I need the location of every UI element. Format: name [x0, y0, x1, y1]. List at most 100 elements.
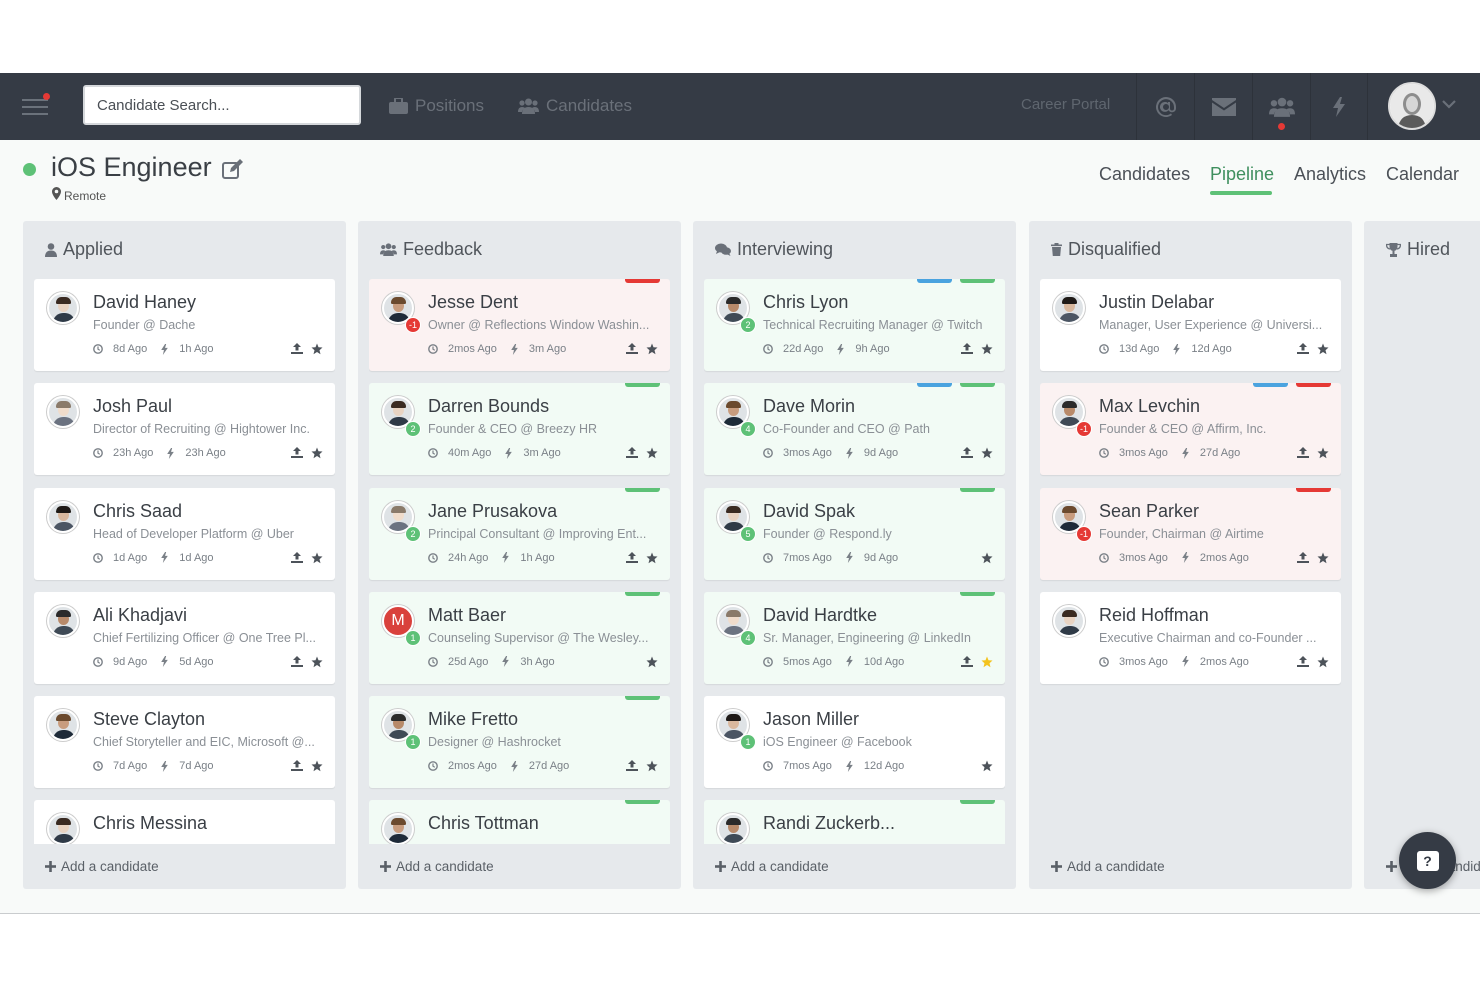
star-icon[interactable]	[1317, 656, 1329, 668]
candidate-card[interactable]: 4 Dave Morin Co-Founder and CEO @ Path 3mos…	[704, 383, 1005, 476]
candidate-name[interactable]: Chris Saad	[93, 500, 183, 521]
candidate-card[interactable]: -1 Jesse Dent Owner @ Reflections Window W…	[369, 279, 670, 371]
hamburger-menu-icon[interactable]	[22, 93, 50, 117]
star-icon[interactable]	[1317, 552, 1329, 564]
candidate-name[interactable]: Justin Delabar	[1099, 292, 1215, 312]
candidate-card[interactable]: Ali Khadjavi Chief Fertilizing Officer @ …	[34, 591, 335, 684]
star-icon[interactable]	[311, 760, 323, 772]
candidate-card[interactable]: Chris Messina	[34, 800, 335, 844]
candidate-name[interactable]: Jesse Dent	[428, 292, 519, 312]
star-icon[interactable]	[311, 552, 323, 564]
candidate-avatar[interactable]	[717, 813, 749, 844]
star-icon[interactable]	[981, 343, 993, 355]
candidate-name[interactable]: David Haney	[93, 292, 197, 312]
upload-icon[interactable]	[626, 551, 638, 564]
candidate-card[interactable]: 2 Chris Lyon Technical Recruiting Manager …	[704, 279, 1005, 371]
candidate-name[interactable]: Sean Parker	[1099, 500, 1200, 521]
star-icon[interactable]	[646, 447, 658, 459]
candidate-name[interactable]: Jane Prusakova	[428, 500, 558, 521]
candidate-avatar[interactable]	[382, 292, 414, 324]
mentions-button[interactable]	[1136, 73, 1194, 140]
activity-button[interactable]	[1310, 73, 1368, 140]
candidate-avatar[interactable]	[47, 604, 79, 637]
candidate-card[interactable]: 4 David Hardtke Sr. Manager, Engineering @…	[704, 591, 1005, 684]
candidate-card[interactable]: Chris Tottman	[369, 800, 670, 844]
upload-icon[interactable]	[1297, 447, 1309, 459]
star-icon[interactable]	[646, 656, 658, 668]
candidate-avatar[interactable]	[717, 604, 749, 637]
candidate-card[interactable]: -1 Max Levchin Founder & CEO @ Affirm, Inc…	[1040, 383, 1341, 476]
candidate-name[interactable]: Steve Clayton	[93, 709, 206, 730]
nav-candidates[interactable]: Candidates	[518, 93, 632, 119]
star-icon[interactable]	[981, 760, 993, 772]
add-candidate-button[interactable]: Add a candidate	[45, 859, 159, 874]
messages-button[interactable]	[1194, 73, 1252, 140]
upload-icon[interactable]	[1297, 343, 1309, 355]
candidate-search-input[interactable]	[83, 85, 361, 125]
tab-pipeline[interactable]: Pipeline	[1210, 164, 1275, 184]
candidate-avatar[interactable]	[47, 813, 79, 844]
upload-icon[interactable]	[626, 343, 638, 355]
candidate-card[interactable]: 2 Darren Bounds Founder & CEO @ Breezy HR 4…	[369, 383, 670, 476]
candidate-card[interactable]: -1 Sean Parker Founder, Chairman @ Airtime…	[1040, 487, 1341, 580]
star-icon[interactable]	[311, 447, 323, 459]
upload-icon[interactable]	[626, 447, 638, 459]
star-icon[interactable]	[1317, 447, 1329, 459]
star-icon[interactable]	[1317, 343, 1329, 355]
candidate-card[interactable]: 2 Jane Prusakova Principal Consultant @ Im…	[369, 487, 670, 580]
upload-icon[interactable]	[961, 447, 973, 459]
candidate-name[interactable]: Josh Paul	[93, 396, 173, 417]
candidate-card[interactable]: Justin Delabar Manager, User Experience @…	[1040, 279, 1341, 371]
candidate-avatar[interactable]	[47, 500, 79, 533]
upload-icon[interactable]	[961, 655, 973, 668]
candidate-avatar[interactable]	[382, 813, 414, 844]
candidate-card[interactable]: David Haney Founder @ Dache 8d Ago 1h Ago	[34, 279, 335, 371]
star-icon[interactable]	[646, 760, 658, 772]
candidate-avatar[interactable]	[47, 292, 79, 324]
candidate-avatar[interactable]	[1053, 604, 1085, 637]
tab-candidates[interactable]: Candidates	[1099, 164, 1191, 184]
star-icon[interactable]	[646, 343, 658, 355]
add-candidate-button[interactable]: Add a candidate	[715, 859, 829, 874]
star-icon[interactable]	[981, 447, 993, 459]
upload-icon[interactable]	[961, 343, 973, 355]
help-button[interactable]: ?	[1399, 832, 1456, 889]
upload-icon[interactable]	[626, 760, 638, 772]
candidate-name[interactable]: Mike Fretto	[428, 709, 519, 730]
candidate-name[interactable]: Matt Baer	[428, 604, 507, 625]
tab-calendar[interactable]: Calendar	[1386, 164, 1460, 184]
candidate-card[interactable]: Chris Saad Head of Developer Platform @ U…	[34, 487, 335, 580]
candidate-name[interactable]: David Hardtke	[763, 604, 878, 625]
candidate-card[interactable]: Reid Hoffman Executive Chairman and co-Fo…	[1040, 591, 1341, 684]
career-portal-link[interactable]: Career Portal	[1021, 96, 1111, 113]
edit-icon[interactable]	[222, 159, 244, 179]
add-candidate-button[interactable]: Add a candidate	[380, 859, 494, 874]
candidate-name[interactable]: Chris Tottman	[428, 813, 539, 834]
candidate-card[interactable]: Steve Clayton Chief Storyteller and EIC, …	[34, 696, 335, 789]
upload-icon[interactable]	[291, 447, 303, 459]
candidate-card[interactable]: 5 David Spak Founder @ Respond.ly 7mos Ago 9…	[704, 487, 1005, 580]
candidate-name[interactable]: Darren Bounds	[428, 396, 550, 417]
candidate-name[interactable]: Ali Khadjavi	[93, 604, 188, 625]
tab-analytics[interactable]: Analytics	[1294, 164, 1367, 184]
candidate-name[interactable]: Chris Messina	[93, 813, 208, 834]
chevron-down-icon[interactable]	[1442, 99, 1456, 109]
candidate-card[interactable]: 1 Mike Fretto Designer @ Hashrocket 2mos Ag…	[369, 696, 670, 789]
upload-icon[interactable]	[291, 655, 303, 668]
candidate-name[interactable]: Chris Lyon	[763, 292, 849, 312]
upload-icon[interactable]	[1297, 551, 1309, 564]
star-icon[interactable]	[981, 552, 993, 564]
star-icon[interactable]	[311, 656, 323, 668]
star-icon[interactable]	[981, 656, 993, 668]
candidate-avatar[interactable]	[1053, 292, 1085, 324]
candidate-card[interactable]: M 1 Matt Baer Counseling Supervisor @ The W…	[369, 591, 670, 684]
star-icon[interactable]	[311, 343, 323, 355]
candidate-avatar[interactable]	[47, 396, 79, 429]
upload-icon[interactable]	[1297, 655, 1309, 668]
team-button[interactable]	[1252, 73, 1310, 140]
nav-positions[interactable]: Positions	[389, 93, 484, 119]
candidate-card[interactable]: Randi Zuckerb...	[704, 800, 1005, 844]
candidate-name[interactable]: Randi Zuckerb...	[763, 813, 896, 834]
candidate-name[interactable]: Dave Morin	[763, 396, 856, 417]
star-icon[interactable]	[646, 552, 658, 564]
